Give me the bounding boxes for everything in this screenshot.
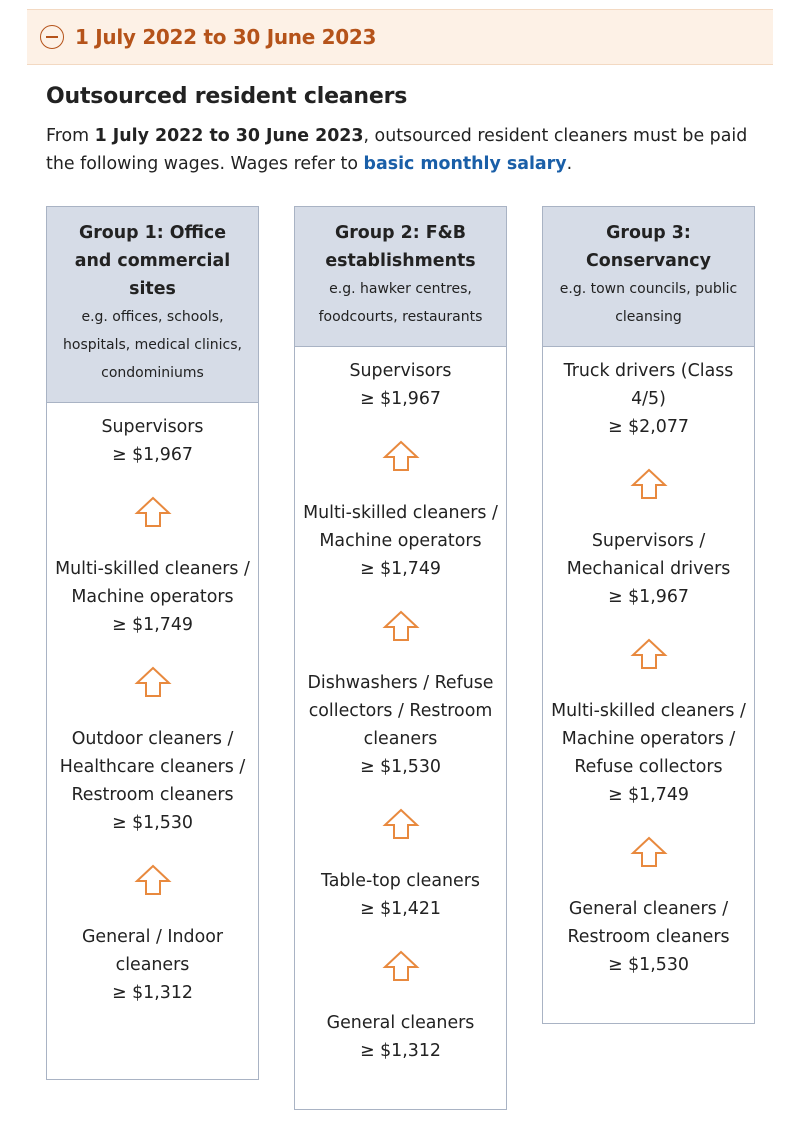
wage-tier: Multi-skilled cleaners / Machine operato… bbox=[47, 555, 258, 639]
group-2-card: Group 2: F&B establishments e.g. hawker … bbox=[294, 206, 507, 1110]
group-title: Group 2: F&B establishments bbox=[325, 223, 476, 271]
group-title: Group 1: Office and commercial sites bbox=[74, 223, 231, 299]
tier-role: Truck drivers (Class 4/5) bbox=[563, 361, 734, 409]
tier-role: Supervisors / Mechanical drivers bbox=[566, 531, 731, 579]
up-arrow-icon bbox=[47, 639, 258, 725]
wage-ladder: Supervisors ≥ $1,967 Multi-skilled cleane… bbox=[47, 403, 258, 1007]
basic-monthly-salary-link[interactable]: basic monthly salary bbox=[363, 154, 567, 174]
tier-role: General / Indoor cleaners bbox=[81, 927, 224, 975]
tier-role: Outdoor cleaners / Healthcare cleaners /… bbox=[59, 729, 246, 805]
intro-paragraph: From 1 July 2022 to 30 June 2023, outsou… bbox=[46, 122, 776, 178]
wage-tier: Truck drivers (Class 4/5) ≥ $2,077 bbox=[543, 357, 754, 441]
wage-tier: Table-top cleaners ≥ $1,421 bbox=[295, 867, 506, 923]
intro-text-pre: From bbox=[46, 126, 95, 146]
accordion-toggle[interactable]: 1 July 2022 to 30 June 2023 bbox=[27, 9, 773, 65]
wage-tier: General cleaners ≥ $1,312 bbox=[295, 1009, 506, 1065]
wage-tier: Outdoor cleaners / Healthcare cleaners /… bbox=[47, 725, 258, 837]
wage-tier: Supervisors / Mechanical drivers ≥ $1,967 bbox=[543, 527, 754, 611]
up-arrow-icon bbox=[295, 781, 506, 867]
up-arrow-icon bbox=[295, 923, 506, 1009]
wage-tier: General cleaners / Restroom cleaners ≥ $1… bbox=[543, 895, 754, 979]
up-arrow-icon bbox=[47, 837, 258, 923]
section-heading: Outsourced resident cleaners bbox=[46, 84, 408, 109]
tier-wage: ≥ $1,967 bbox=[360, 389, 441, 409]
accordion-title[interactable]: 1 July 2022 to 30 June 2023 bbox=[75, 25, 377, 49]
tier-wage: ≥ $1,530 bbox=[360, 757, 441, 777]
intro-text-end: . bbox=[566, 154, 573, 174]
group-examples: e.g. hawker centres, foodcourts, restaur… bbox=[318, 281, 483, 325]
tier-wage: ≥ $1,749 bbox=[360, 559, 441, 579]
tier-role: Supervisors bbox=[101, 417, 204, 437]
tier-role: Supervisors bbox=[349, 361, 452, 381]
group-title: Group 3: Conservancy bbox=[586, 223, 711, 271]
tier-wage: ≥ $1,749 bbox=[608, 785, 689, 805]
up-arrow-icon bbox=[543, 809, 754, 895]
tier-role: Multi-skilled cleaners / Machine operato… bbox=[303, 503, 498, 551]
wage-tier: Supervisors ≥ $1,967 bbox=[295, 357, 506, 413]
tier-wage: ≥ $1,749 bbox=[112, 615, 193, 635]
wage-tier: Dishwashers / Refuse collectors / Restro… bbox=[295, 669, 506, 781]
group-examples: e.g. offices, schools, hospitals, medica… bbox=[63, 309, 242, 381]
up-arrow-icon bbox=[295, 583, 506, 669]
group-3-card: Group 3: Conservancy e.g. town councils,… bbox=[542, 206, 755, 1024]
tier-wage: ≥ $1,530 bbox=[112, 813, 193, 833]
tier-wage: ≥ $1,967 bbox=[608, 587, 689, 607]
intro-date-range: 1 July 2022 to 30 June 2023 bbox=[94, 126, 364, 146]
up-arrow-icon bbox=[543, 441, 754, 527]
group-header: Group 3: Conservancy e.g. town councils,… bbox=[543, 207, 754, 347]
tier-role: General cleaners / Restroom cleaners bbox=[567, 899, 730, 947]
wage-tier: Supervisors ≥ $1,967 bbox=[47, 413, 258, 469]
wage-tier: Multi-skilled cleaners / Machine operato… bbox=[543, 697, 754, 809]
wage-ladder: Truck drivers (Class 4/5) ≥ $2,077 Superv… bbox=[543, 347, 754, 979]
tier-wage: ≥ $1,312 bbox=[112, 983, 193, 1003]
minus-circle-icon[interactable] bbox=[40, 25, 64, 49]
tier-wage: ≥ $1,312 bbox=[360, 1041, 441, 1061]
wage-tier: General / Indoor cleaners ≥ $1,312 bbox=[47, 923, 258, 1007]
tier-wage: ≥ $1,421 bbox=[360, 899, 441, 919]
tier-role: Multi-skilled cleaners / Machine operato… bbox=[55, 559, 250, 607]
intro-text-mid: , outsourced resident cleaners must be p… bbox=[46, 126, 748, 174]
group-header: Group 1: Office and commercial sites e.g… bbox=[47, 207, 258, 403]
tier-role: Dishwashers / Refuse collectors / Restro… bbox=[307, 673, 494, 749]
tier-role: General cleaners bbox=[326, 1013, 475, 1033]
tier-role: Table-top cleaners bbox=[321, 871, 480, 891]
tier-wage: ≥ $2,077 bbox=[608, 417, 689, 437]
group-1-card: Group 1: Office and commercial sites e.g… bbox=[46, 206, 259, 1080]
tier-wage: ≥ $1,530 bbox=[608, 955, 689, 975]
tier-wage: ≥ $1,967 bbox=[112, 445, 193, 465]
tier-role: Multi-skilled cleaners / Machine operato… bbox=[551, 701, 746, 777]
up-arrow-icon bbox=[47, 469, 258, 555]
group-header: Group 2: F&B establishments e.g. hawker … bbox=[295, 207, 506, 347]
group-examples: e.g. town councils, public cleansing bbox=[559, 281, 738, 325]
wage-ladder: Supervisors ≥ $1,967 Multi-skilled cleane… bbox=[295, 347, 506, 1065]
wage-tier: Multi-skilled cleaners / Machine operato… bbox=[295, 499, 506, 583]
up-arrow-icon bbox=[295, 413, 506, 499]
up-arrow-icon bbox=[543, 611, 754, 697]
